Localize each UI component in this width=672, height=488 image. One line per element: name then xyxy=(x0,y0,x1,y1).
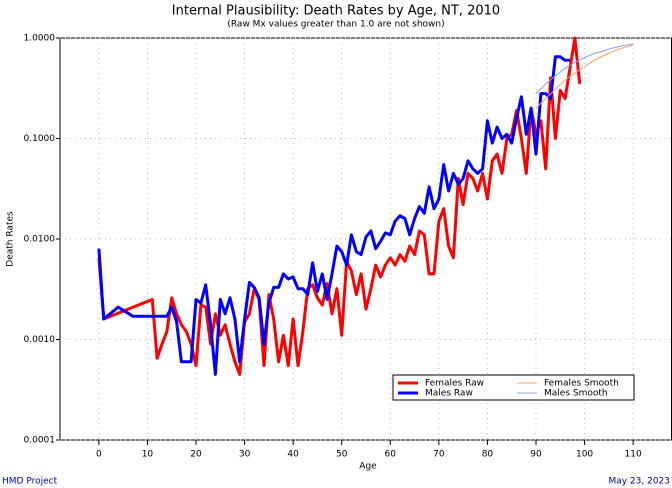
y-tick-label: 1.0000 xyxy=(24,34,56,44)
x-tick-label: 50 xyxy=(336,450,348,460)
y-tick-label: 0.0100 xyxy=(24,235,56,245)
chart-subtitle: (Raw Mx values greater than 1.0 are not … xyxy=(227,20,444,30)
x-tick-label: 70 xyxy=(433,450,445,460)
y-tick-label: 0.1000 xyxy=(24,134,56,144)
x-tick-label: 100 xyxy=(576,450,593,460)
data-line xyxy=(97,55,570,376)
footer-left: HMD Project xyxy=(2,477,58,487)
x-tick-label: 30 xyxy=(239,450,251,460)
x-axis-label: Age xyxy=(359,462,377,472)
x-tick-label: 10 xyxy=(142,450,154,460)
legend-label: Females Raw xyxy=(425,379,484,389)
y-tick-label: 0.0010 xyxy=(24,335,56,345)
x-tick-label: 80 xyxy=(482,450,494,460)
data-line xyxy=(535,44,634,109)
x-tick-label: 20 xyxy=(190,450,202,460)
x-tick-label: 90 xyxy=(530,450,542,460)
legend-label: Males Raw xyxy=(425,389,473,399)
footer-right: May 23, 2023 xyxy=(608,477,670,487)
x-tick-label: 60 xyxy=(385,450,397,460)
y-tick-label: 0.0001 xyxy=(24,436,56,446)
x-tick-label: 0 xyxy=(96,450,102,460)
legend-label: Males Smooth xyxy=(544,389,608,399)
legend-box xyxy=(392,374,635,401)
legend-label: Females Smooth xyxy=(544,379,619,389)
x-tick-label: 110 xyxy=(625,450,642,460)
data-line xyxy=(535,43,634,94)
chart-title: Internal Plausibility: Death Rates by Ag… xyxy=(172,4,500,19)
x-tick-label: 40 xyxy=(287,450,299,460)
y-axis-label: Death Rates xyxy=(6,211,16,267)
data-line xyxy=(97,36,582,376)
